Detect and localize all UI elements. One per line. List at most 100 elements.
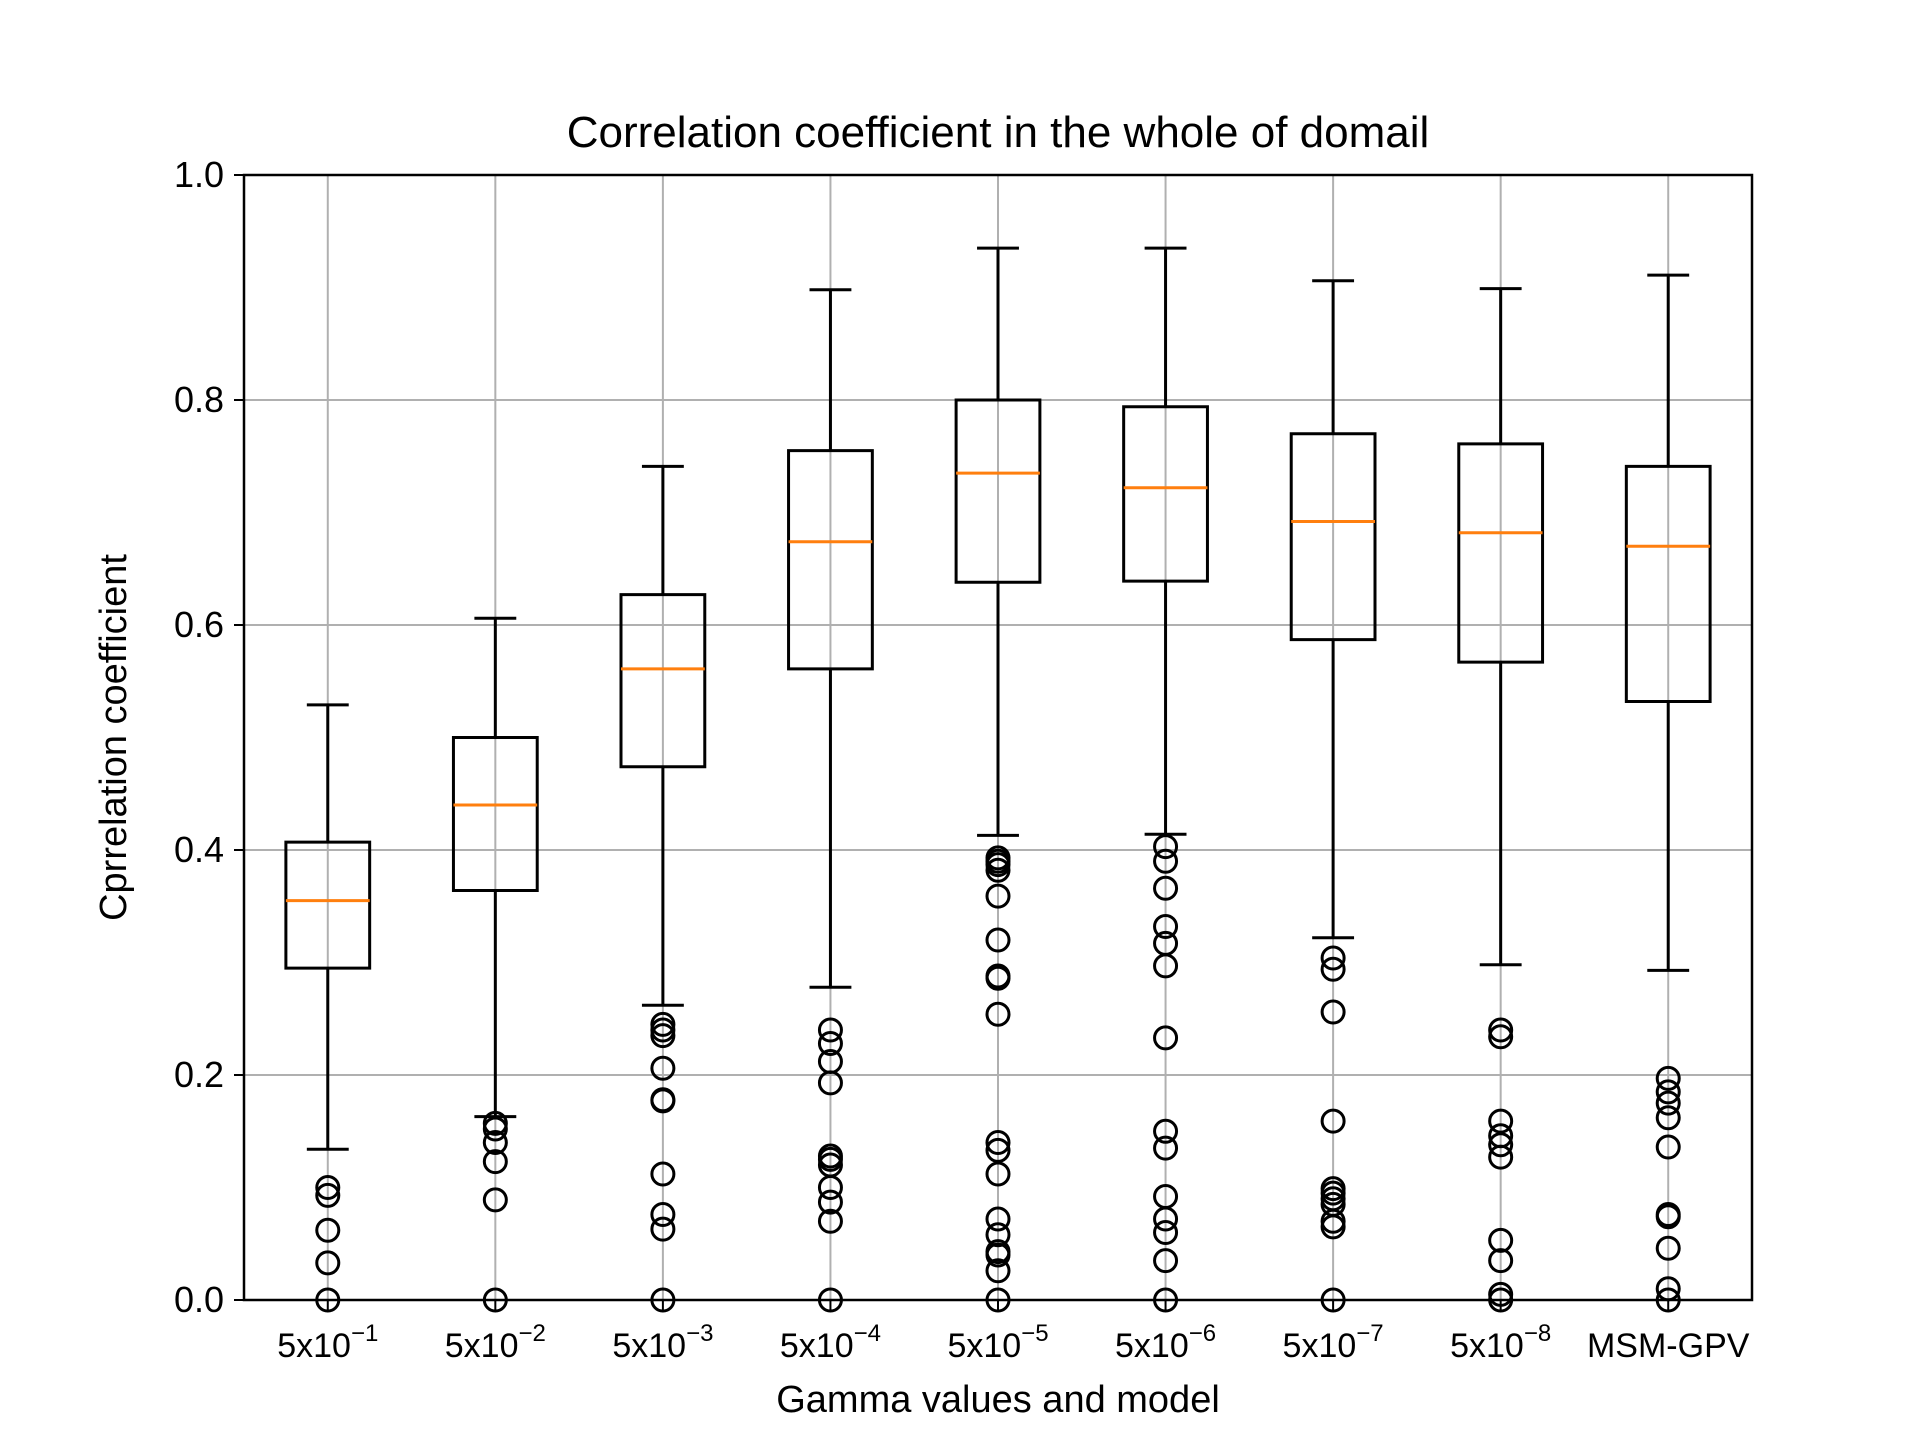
- iqr-box: [284, 840, 372, 970]
- outlier-point: [1153, 930, 1179, 956]
- iqr-box: [787, 449, 874, 671]
- x-tick-label: 5x10−6: [1115, 1320, 1216, 1365]
- iqr-box: [451, 736, 539, 892]
- outlier-point: [482, 1149, 508, 1175]
- box-group: [787, 288, 874, 1313]
- outlier-point: [650, 1011, 676, 1037]
- x-tick-label: 5x10−1: [277, 1320, 378, 1365]
- outlier-point: [985, 963, 1011, 989]
- outlier-point: [315, 1250, 341, 1276]
- iqr-box: [1122, 405, 1209, 583]
- outlier-point: [1488, 1248, 1514, 1274]
- x-axis-ticks: 5x10−1 5x10−2 5x10−3 5x10−4 5x10−5 5x10−6 5x10…: [277, 1300, 1750, 1365]
- outlier-point: [1320, 956, 1346, 982]
- outlier-point: [1488, 1017, 1514, 1043]
- outlier-point: [985, 1130, 1011, 1155]
- x-tick-exponent: −4: [854, 1320, 881, 1347]
- outlier-point: [1153, 875, 1179, 901]
- outlier-point: [1153, 834, 1179, 860]
- x-tick-label: 5x10−2: [445, 1320, 546, 1365]
- outlier-point: [650, 1202, 676, 1227]
- box-group: [1122, 246, 1209, 1313]
- y-tick-label: 0.4: [174, 829, 224, 870]
- outlier-point: [817, 1189, 843, 1215]
- outlier-point: [1488, 1227, 1514, 1253]
- x-tick-base: MSM-GPV: [1587, 1327, 1750, 1365]
- outlier-point: [1153, 1135, 1179, 1161]
- x-tick-label: 5x10−7: [1283, 1320, 1384, 1365]
- iqr-box: [954, 398, 1042, 584]
- outlier-point: [1488, 1132, 1514, 1158]
- outlier-point: [1153, 1118, 1179, 1144]
- x-tick-label: 5x10−5: [947, 1320, 1048, 1365]
- x-tick-exponent: −5: [1021, 1320, 1048, 1347]
- x-tick-exponent: −3: [686, 1320, 713, 1347]
- outlier-point: [1153, 1248, 1179, 1274]
- box-group: [954, 246, 1042, 1313]
- x-tick-base: 5x10: [780, 1327, 854, 1365]
- outlier-point: [1488, 1123, 1514, 1149]
- outlier-point: [1655, 1065, 1681, 1091]
- y-axis-ticks: 0.0 0.2 0.4 0.6 0.8 1.0: [174, 154, 244, 1320]
- y-axis-label: Cprrelation coefficient: [93, 554, 135, 921]
- iqr-box: [1289, 432, 1377, 642]
- x-tick-exponent: −8: [1524, 1320, 1551, 1347]
- outlier-point: [1488, 1108, 1514, 1134]
- x-tick-base: 5x10: [1283, 1327, 1357, 1365]
- outlier-point: [650, 1216, 676, 1242]
- outlier-point: [650, 1087, 676, 1113]
- outlier-point: [1153, 848, 1179, 874]
- iqr-box: [619, 593, 707, 769]
- x-axis-label: Gamma values and model: [776, 1379, 1220, 1421]
- outlier-point: [482, 1110, 508, 1136]
- outlier-point: [985, 1239, 1011, 1265]
- outlier-point: [817, 1208, 843, 1234]
- iqr-box: [1457, 442, 1545, 664]
- outlier-point: [985, 927, 1011, 953]
- outlier-point: [985, 1001, 1011, 1027]
- outlier-point: [985, 1161, 1011, 1187]
- x-tick-base: 5x10: [612, 1327, 686, 1365]
- x-tick-base: 5x10: [1450, 1327, 1524, 1365]
- outlier-point: [1655, 1079, 1681, 1105]
- outlier-point: [482, 1187, 508, 1213]
- outlier-point: [1153, 1184, 1179, 1209]
- x-tick-exponent: −6: [1189, 1320, 1216, 1347]
- outlier-point: [1488, 1024, 1514, 1050]
- iqr-box: [1624, 464, 1712, 703]
- outlier-point: [315, 1182, 341, 1208]
- outlier-point: [315, 1217, 341, 1243]
- outlier-point: [1153, 914, 1179, 939]
- outlier-point: [817, 1031, 843, 1056]
- box-group: [284, 703, 372, 1313]
- chart-title: Correlation coefficient in the whole of …: [567, 108, 1430, 157]
- outlier-point: [985, 1206, 1011, 1232]
- y-tick-label: 0.8: [174, 379, 224, 420]
- box-group: [1457, 287, 1545, 1313]
- outlier-point: [315, 1175, 341, 1200]
- box-group: [1289, 279, 1377, 1313]
- x-tick-exponent: −2: [519, 1320, 546, 1347]
- outlier-point: [1655, 1235, 1681, 1261]
- x-tick-label: MSM-GPV: [1587, 1327, 1750, 1365]
- outlier-point: [985, 845, 1011, 871]
- box-group: [1624, 273, 1712, 1313]
- outlier-point: [650, 1161, 676, 1187]
- outlier-point: [817, 1017, 843, 1043]
- outlier-point: [1153, 1220, 1179, 1245]
- outlier-point: [1320, 1108, 1346, 1134]
- outlier-point: [650, 1055, 676, 1081]
- x-tick-base: 5x10: [277, 1327, 351, 1365]
- y-tick-label: 0.0: [174, 1279, 224, 1320]
- outlier-point: [1320, 945, 1346, 971]
- outlier-point: [1320, 1176, 1346, 1202]
- outlier-point: [985, 883, 1011, 909]
- outlier-point: [985, 1137, 1011, 1163]
- y-tick-label: 0.6: [174, 604, 224, 645]
- x-tick-label: 5x10−8: [1450, 1320, 1551, 1365]
- outlier-point: [1655, 1134, 1681, 1160]
- outlier-point: [817, 1143, 843, 1169]
- x-tick-base: 5x10: [1115, 1327, 1189, 1365]
- x-tick-label: 5x10−4: [780, 1320, 881, 1365]
